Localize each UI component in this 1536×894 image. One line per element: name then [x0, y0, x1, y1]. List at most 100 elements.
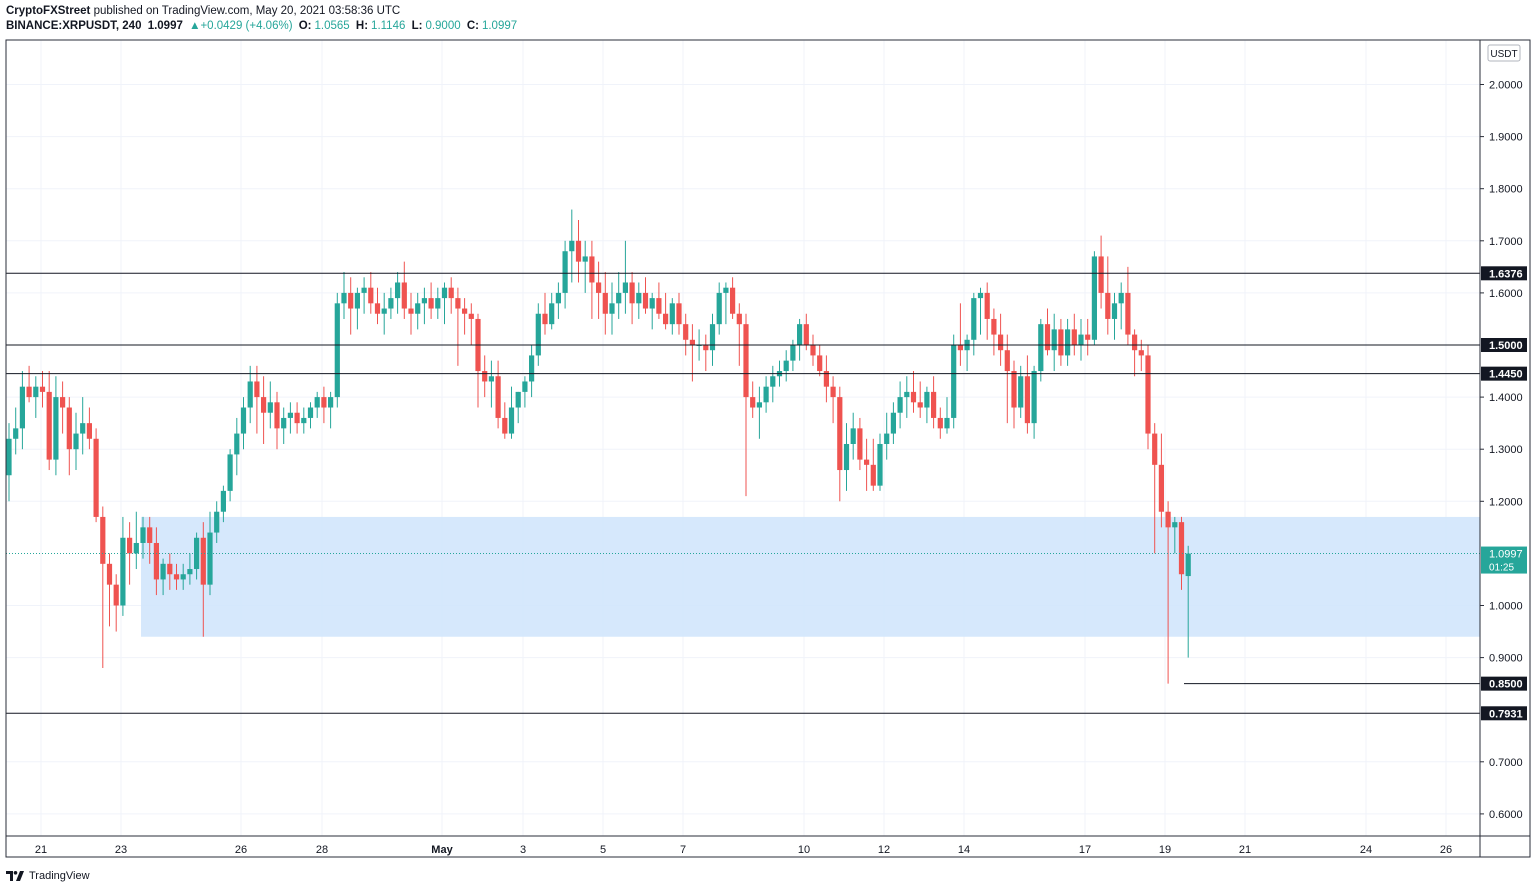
candle-body-down — [837, 397, 843, 471]
candle-body-down — [1138, 350, 1144, 356]
candle-body-down — [823, 371, 829, 387]
candle-body-down — [321, 397, 327, 408]
y-tick-label: 2.0000 — [1489, 80, 1523, 92]
candle-body-down — [428, 298, 434, 309]
candle-body-up — [783, 360, 789, 372]
candle-body-up — [1118, 292, 1124, 304]
level-price-tag — [1481, 366, 1527, 381]
candle-body-up — [897, 397, 903, 413]
candle-body-up — [877, 443, 883, 486]
candle-body-up — [381, 308, 387, 314]
candle-body-up — [267, 402, 273, 413]
candle-body-down — [1058, 329, 1064, 356]
candle-body-down — [984, 292, 990, 319]
candle-body-down — [1105, 292, 1111, 319]
published-text: published on TradingView.com, May 20, 20… — [93, 5, 401, 17]
candle-body-down — [86, 423, 92, 439]
candle-body-down — [589, 256, 595, 283]
candle-body-up — [307, 407, 314, 418]
price-axis[interactable]: 2.0000 1.9000 1.8000 1.7000 1.6000 1.4000 1.30… — [1479, 40, 1527, 857]
candle-body-up — [194, 537, 200, 570]
x-tick-label: 5 — [600, 844, 606, 856]
candle-body-up — [843, 443, 850, 471]
candle-body-up — [616, 292, 622, 304]
x-tick-label: 14 — [958, 844, 970, 856]
candle-body-down — [1004, 350, 1010, 372]
candle-body-down — [401, 282, 407, 309]
candle-body-up — [1078, 334, 1084, 345]
candle-body-down — [1158, 464, 1164, 512]
time-axis[interactable]: 21 23 26 28 May 3 5 7 10 12 14 17 19 21 24 26 — [6, 835, 1530, 856]
candle-body-up — [790, 345, 796, 361]
y-tick-label: 1.4000 — [1489, 392, 1523, 404]
candle-body-up — [535, 313, 541, 356]
candle-body-up — [80, 423, 86, 434]
symbol-name[interactable]: BINANCE:XRPUSDT, 240 — [6, 20, 142, 32]
candle-body-down — [1152, 433, 1158, 465]
candle-body-up — [1038, 324, 1044, 372]
candle-body-up — [160, 563, 166, 580]
candle-body-up — [6, 438, 12, 476]
candle-body-up — [716, 292, 722, 325]
candle-body-up — [1111, 303, 1118, 319]
x-tick-label: 17 — [1079, 844, 1091, 856]
y-tick-label: 1.6000 — [1489, 288, 1523, 300]
x-tick-label: 3 — [520, 844, 526, 856]
candle-body-up — [723, 287, 729, 293]
candle-body-up — [341, 292, 347, 304]
x-tick-label: 19 — [1159, 844, 1171, 856]
candle-body-down — [106, 563, 113, 585]
candle-body-up — [19, 386, 25, 429]
candle-body-up — [207, 532, 213, 585]
candle-body-down — [448, 287, 454, 299]
candle-body-up — [924, 391, 930, 408]
x-tick-label: 26 — [1440, 844, 1452, 856]
candle-body-down — [1098, 256, 1104, 293]
candle-body-up — [609, 303, 615, 314]
y-tick-label: 1.3000 — [1489, 444, 1523, 456]
level-price-tag — [1481, 676, 1527, 691]
candle-body-up — [334, 303, 340, 398]
candle-body-down — [374, 303, 381, 314]
candle-body-down — [1178, 522, 1185, 575]
candle-body-up — [435, 298, 441, 309]
candle-body-up — [522, 381, 528, 392]
candlestick-series — [6, 209, 1191, 684]
close-label: C: — [466, 20, 479, 32]
x-tick-label: 10 — [798, 844, 810, 856]
candle-body-up — [33, 386, 39, 398]
currency-label-box — [1487, 44, 1521, 62]
candle-body-down — [1044, 324, 1051, 351]
candle-body-up — [441, 287, 448, 299]
level-price-tag — [1481, 266, 1527, 281]
candle-body-up — [562, 251, 568, 293]
x-tick-label: 23 — [115, 844, 127, 856]
candle-countdown-label: 01:25 — [1489, 563, 1514, 574]
candle-body-down — [147, 527, 153, 543]
candle-body-down — [857, 428, 863, 460]
candle-body-up — [649, 298, 655, 309]
candle-body-down — [455, 298, 461, 309]
x-tick-label: 24 — [1360, 844, 1372, 856]
candle-body-up — [971, 298, 977, 340]
candle-body-up — [180, 574, 186, 580]
x-tick-label: 21 — [35, 844, 47, 856]
candle-body-down — [26, 386, 32, 398]
low-value: 0.9000 — [425, 20, 461, 32]
footer-brand[interactable]: TradingView — [6, 870, 90, 882]
x-tick-label: 21 — [1239, 844, 1251, 856]
high-label: H: — [355, 20, 369, 32]
last-price: 1.0997 — [147, 20, 183, 32]
level-price-label: 1.5000 — [1489, 340, 1523, 352]
level-price-tag — [1481, 338, 1527, 352]
candle-body-down — [810, 345, 816, 356]
publisher-name[interactable]: CryptoFXStreet — [6, 5, 91, 17]
candle-body-up — [756, 402, 762, 408]
candle-body-down — [730, 287, 736, 314]
candle-body-down — [482, 371, 488, 382]
candle-body-up — [669, 303, 675, 325]
candle-body-down — [167, 563, 173, 575]
candle-body-up — [1172, 522, 1178, 528]
chart-header: CryptoFXStreet published on TradingView.… — [6, 4, 520, 34]
